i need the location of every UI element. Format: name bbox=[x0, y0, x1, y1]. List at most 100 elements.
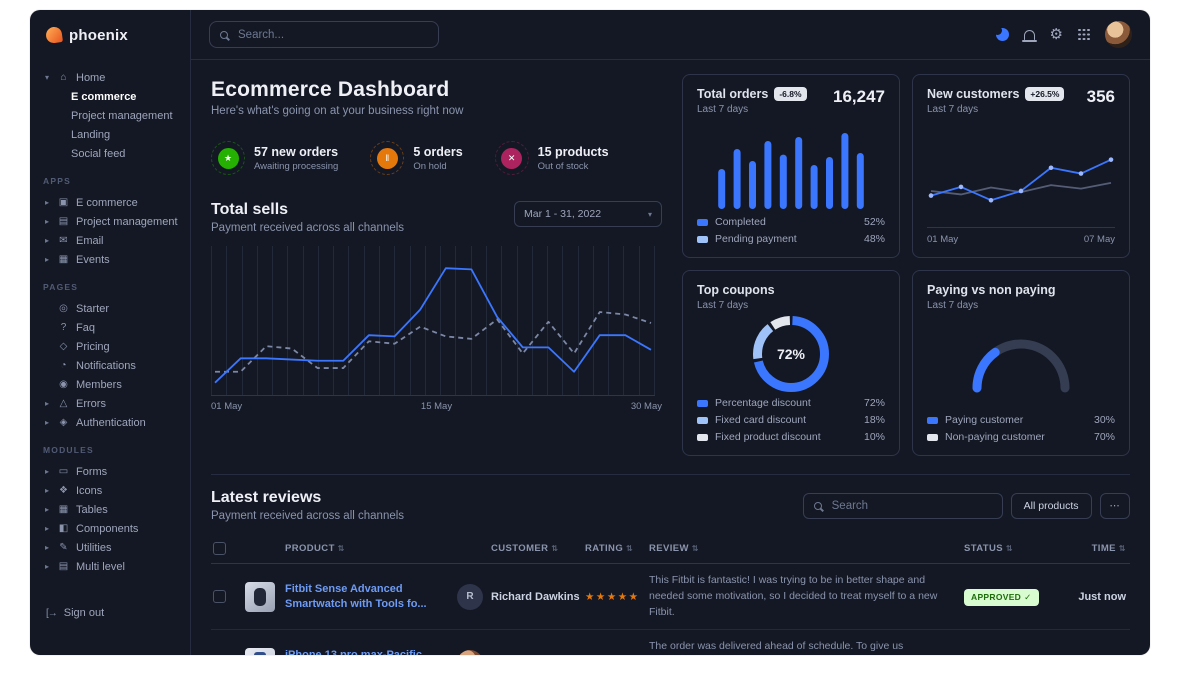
column-header-product[interactable]: PRODUCT ⇅ bbox=[285, 543, 345, 554]
search-icon bbox=[813, 501, 822, 510]
warning-icon: △ bbox=[59, 397, 68, 409]
sidebar-nav: ▾ ⌂ Home E commerce Project management Landin… bbox=[30, 60, 190, 595]
sidebar-item-project-management[interactable]: Project management bbox=[71, 109, 173, 122]
legend-item: Fixed product discount 10% bbox=[697, 431, 885, 443]
sidebar-item-label: Forms bbox=[76, 465, 108, 478]
sidebar-item-e-commerce[interactable]: ▸ ▣ E commerce bbox=[43, 193, 182, 212]
card-title: Total orders bbox=[697, 87, 769, 101]
caret-right-icon: ▸ bbox=[44, 418, 49, 427]
more-options-button[interactable]: ⋯ bbox=[1099, 492, 1130, 519]
legend-value: 72% bbox=[863, 397, 885, 409]
top-navbar: ⚙ bbox=[191, 10, 1150, 60]
shapes-icon: ❖ bbox=[59, 484, 68, 496]
search-icon bbox=[220, 30, 228, 39]
sort-icon: ⇅ bbox=[691, 544, 699, 553]
row-checkbox[interactable] bbox=[213, 590, 226, 604]
total-orders-legend: Completed 52% Pending payment 48% bbox=[697, 216, 885, 245]
product-cell: Fitbit Sense Advanced Smartwatch with To… bbox=[245, 581, 457, 612]
trend-badge: -6.8% bbox=[774, 87, 807, 101]
gear-icon[interactable]: ⚙ bbox=[1049, 26, 1063, 43]
reviews-controls: All products ⋯ bbox=[802, 492, 1130, 519]
product-link[interactable]: Fitbit Sense Advanced Smartwatch with To… bbox=[285, 582, 427, 610]
legend-swatch bbox=[697, 218, 708, 226]
sidebar-item-events[interactable]: ▸ ▦ Events bbox=[43, 250, 182, 269]
all-products-filter-button[interactable]: All products bbox=[1010, 492, 1092, 519]
product-link[interactable]: iPhone 13 pro max-Pacific Blue-128GB sto… bbox=[285, 648, 447, 655]
compass-icon: ◎ bbox=[59, 302, 68, 314]
legend-value: 18% bbox=[863, 414, 885, 426]
legend-label: Fixed product discount bbox=[715, 431, 821, 443]
sidebar-item-notifications[interactable]: ◔ Notifications bbox=[43, 356, 182, 375]
product-cell: iPhone 13 pro max-Pacific Blue-128GB sto… bbox=[245, 647, 457, 655]
sidebar-item-project-management[interactable]: ▸ ▤ Project management bbox=[43, 212, 182, 231]
trend-badge: +26.5% bbox=[1025, 87, 1065, 101]
reviews-search-input[interactable] bbox=[829, 498, 992, 513]
column-header-status[interactable]: STATUS ⇅ bbox=[964, 543, 1014, 554]
navbar-icons: ⚙ bbox=[992, 21, 1132, 48]
bell-icon[interactable] bbox=[1021, 29, 1037, 42]
caret-right-icon: ▸ bbox=[44, 543, 49, 552]
sidebar-item-landing[interactable]: Landing bbox=[71, 128, 111, 141]
sidebar-item-social-feed[interactable]: Social feed bbox=[71, 147, 126, 160]
caret-right-icon: ▸ bbox=[44, 524, 49, 533]
sidebar-item-errors[interactable]: ▸ △ Errors bbox=[43, 394, 182, 413]
sidebar-item-email[interactable]: ▸ ✉ Email bbox=[43, 231, 182, 250]
card-period: Last 7 days bbox=[697, 104, 749, 115]
sidebar-item-forms[interactable]: ▸ ▭ Forms bbox=[43, 462, 182, 481]
question-icon: ? bbox=[60, 321, 67, 333]
sidebar-item-authentication[interactable]: ▸ ◈ Authentication bbox=[43, 413, 182, 432]
column-header-review[interactable]: REVIEW ⇅ bbox=[649, 543, 699, 554]
sidebar-item-multi-level[interactable]: ▸ ▤ Multi level bbox=[43, 557, 182, 576]
sidebar-item-e-commerce[interactable]: E commerce bbox=[71, 90, 137, 103]
status-badge: APPROVED ✓ bbox=[964, 588, 1039, 606]
review-text: The order was delivered ahead of schedul… bbox=[649, 640, 904, 653]
sidebar-item-label: E commerce bbox=[76, 196, 138, 209]
total-orders-bar-chart bbox=[697, 115, 885, 216]
sidebar-item-faq[interactable]: ? Faq bbox=[43, 318, 182, 337]
legend-value: 30% bbox=[1093, 414, 1115, 426]
reviews-search[interactable] bbox=[802, 492, 1003, 519]
user-avatar[interactable] bbox=[1105, 21, 1132, 48]
sidebar-item-utilities[interactable]: ▸ ✎ Utilities bbox=[43, 538, 182, 557]
theme-toggle-icon[interactable] bbox=[992, 26, 1009, 41]
sidebar-item-label: Project management bbox=[76, 215, 178, 228]
star-ring-icon: ★ bbox=[211, 141, 245, 175]
status-cell: APPROVED ✓ bbox=[964, 587, 1058, 606]
customer-cell: R Richard Dawkins bbox=[457, 583, 585, 610]
kpi-cards: Total orders -6.8% Last 7 days 16,247 Co… bbox=[682, 74, 1130, 456]
navbar-search[interactable] bbox=[209, 21, 439, 48]
form-icon: ▭ bbox=[58, 465, 69, 477]
select-all-checkbox[interactable] bbox=[213, 542, 226, 555]
table-row: Fitbit Sense Advanced Smartwatch with To… bbox=[211, 564, 1130, 631]
sidebar-item-components[interactable]: ▸ ◧ Components bbox=[43, 519, 182, 538]
sidebar-item-label: Tables bbox=[76, 503, 108, 516]
total-sells-chart bbox=[211, 246, 662, 396]
sidebar-item-pricing[interactable]: ◇ Pricing bbox=[43, 337, 182, 356]
stats-row: ★ 57 new orders Awaiting processing ‖ 5 orde… bbox=[211, 141, 662, 175]
sidebar-item-home[interactable]: ▾ ⌂ Home bbox=[43, 68, 182, 87]
card-total-orders: Total orders -6.8% Last 7 days 16,247 Co… bbox=[682, 74, 900, 258]
brand[interactable]: phoenix bbox=[30, 10, 190, 60]
sidebar-item-tables[interactable]: ▸ ▦ Tables bbox=[43, 500, 182, 519]
sidebar-item-label: Faq bbox=[76, 321, 95, 334]
column-header-customer[interactable]: CUSTOMER ⇅ bbox=[491, 543, 559, 554]
main-content: Ecommerce Dashboard Here's what's going … bbox=[191, 60, 1150, 475]
apps-grid-icon[interactable] bbox=[1078, 28, 1090, 41]
sidebar-item-sign-out[interactable]: [→ Sign out bbox=[30, 595, 190, 655]
legend-label: Fixed card discount bbox=[715, 414, 807, 426]
caret-right-icon: ▸ bbox=[44, 198, 49, 207]
sidebar-item-members[interactable]: ◉ Members bbox=[43, 375, 182, 394]
sort-icon: ⇅ bbox=[626, 544, 634, 553]
caret-right-icon: ▸ bbox=[44, 399, 49, 408]
section-divider bbox=[211, 474, 1130, 475]
cross-icon: ✕ bbox=[501, 147, 523, 169]
date-range-select[interactable]: Mar 1 - 31, 2022 ▾ bbox=[514, 201, 662, 227]
new-customers-x-axis: 01 May 07 May bbox=[927, 227, 1115, 245]
sidebar-item-icons[interactable]: ▸ ❖ Icons bbox=[43, 481, 182, 500]
table-icon: ▦ bbox=[58, 503, 69, 515]
column-header-rating[interactable]: RATING ⇅ bbox=[585, 543, 634, 554]
search-input[interactable] bbox=[236, 27, 428, 42]
column-header-time[interactable]: TIME ⇅ bbox=[1091, 543, 1126, 554]
sidebar-item-starter[interactable]: ◎ Starter bbox=[43, 299, 182, 318]
